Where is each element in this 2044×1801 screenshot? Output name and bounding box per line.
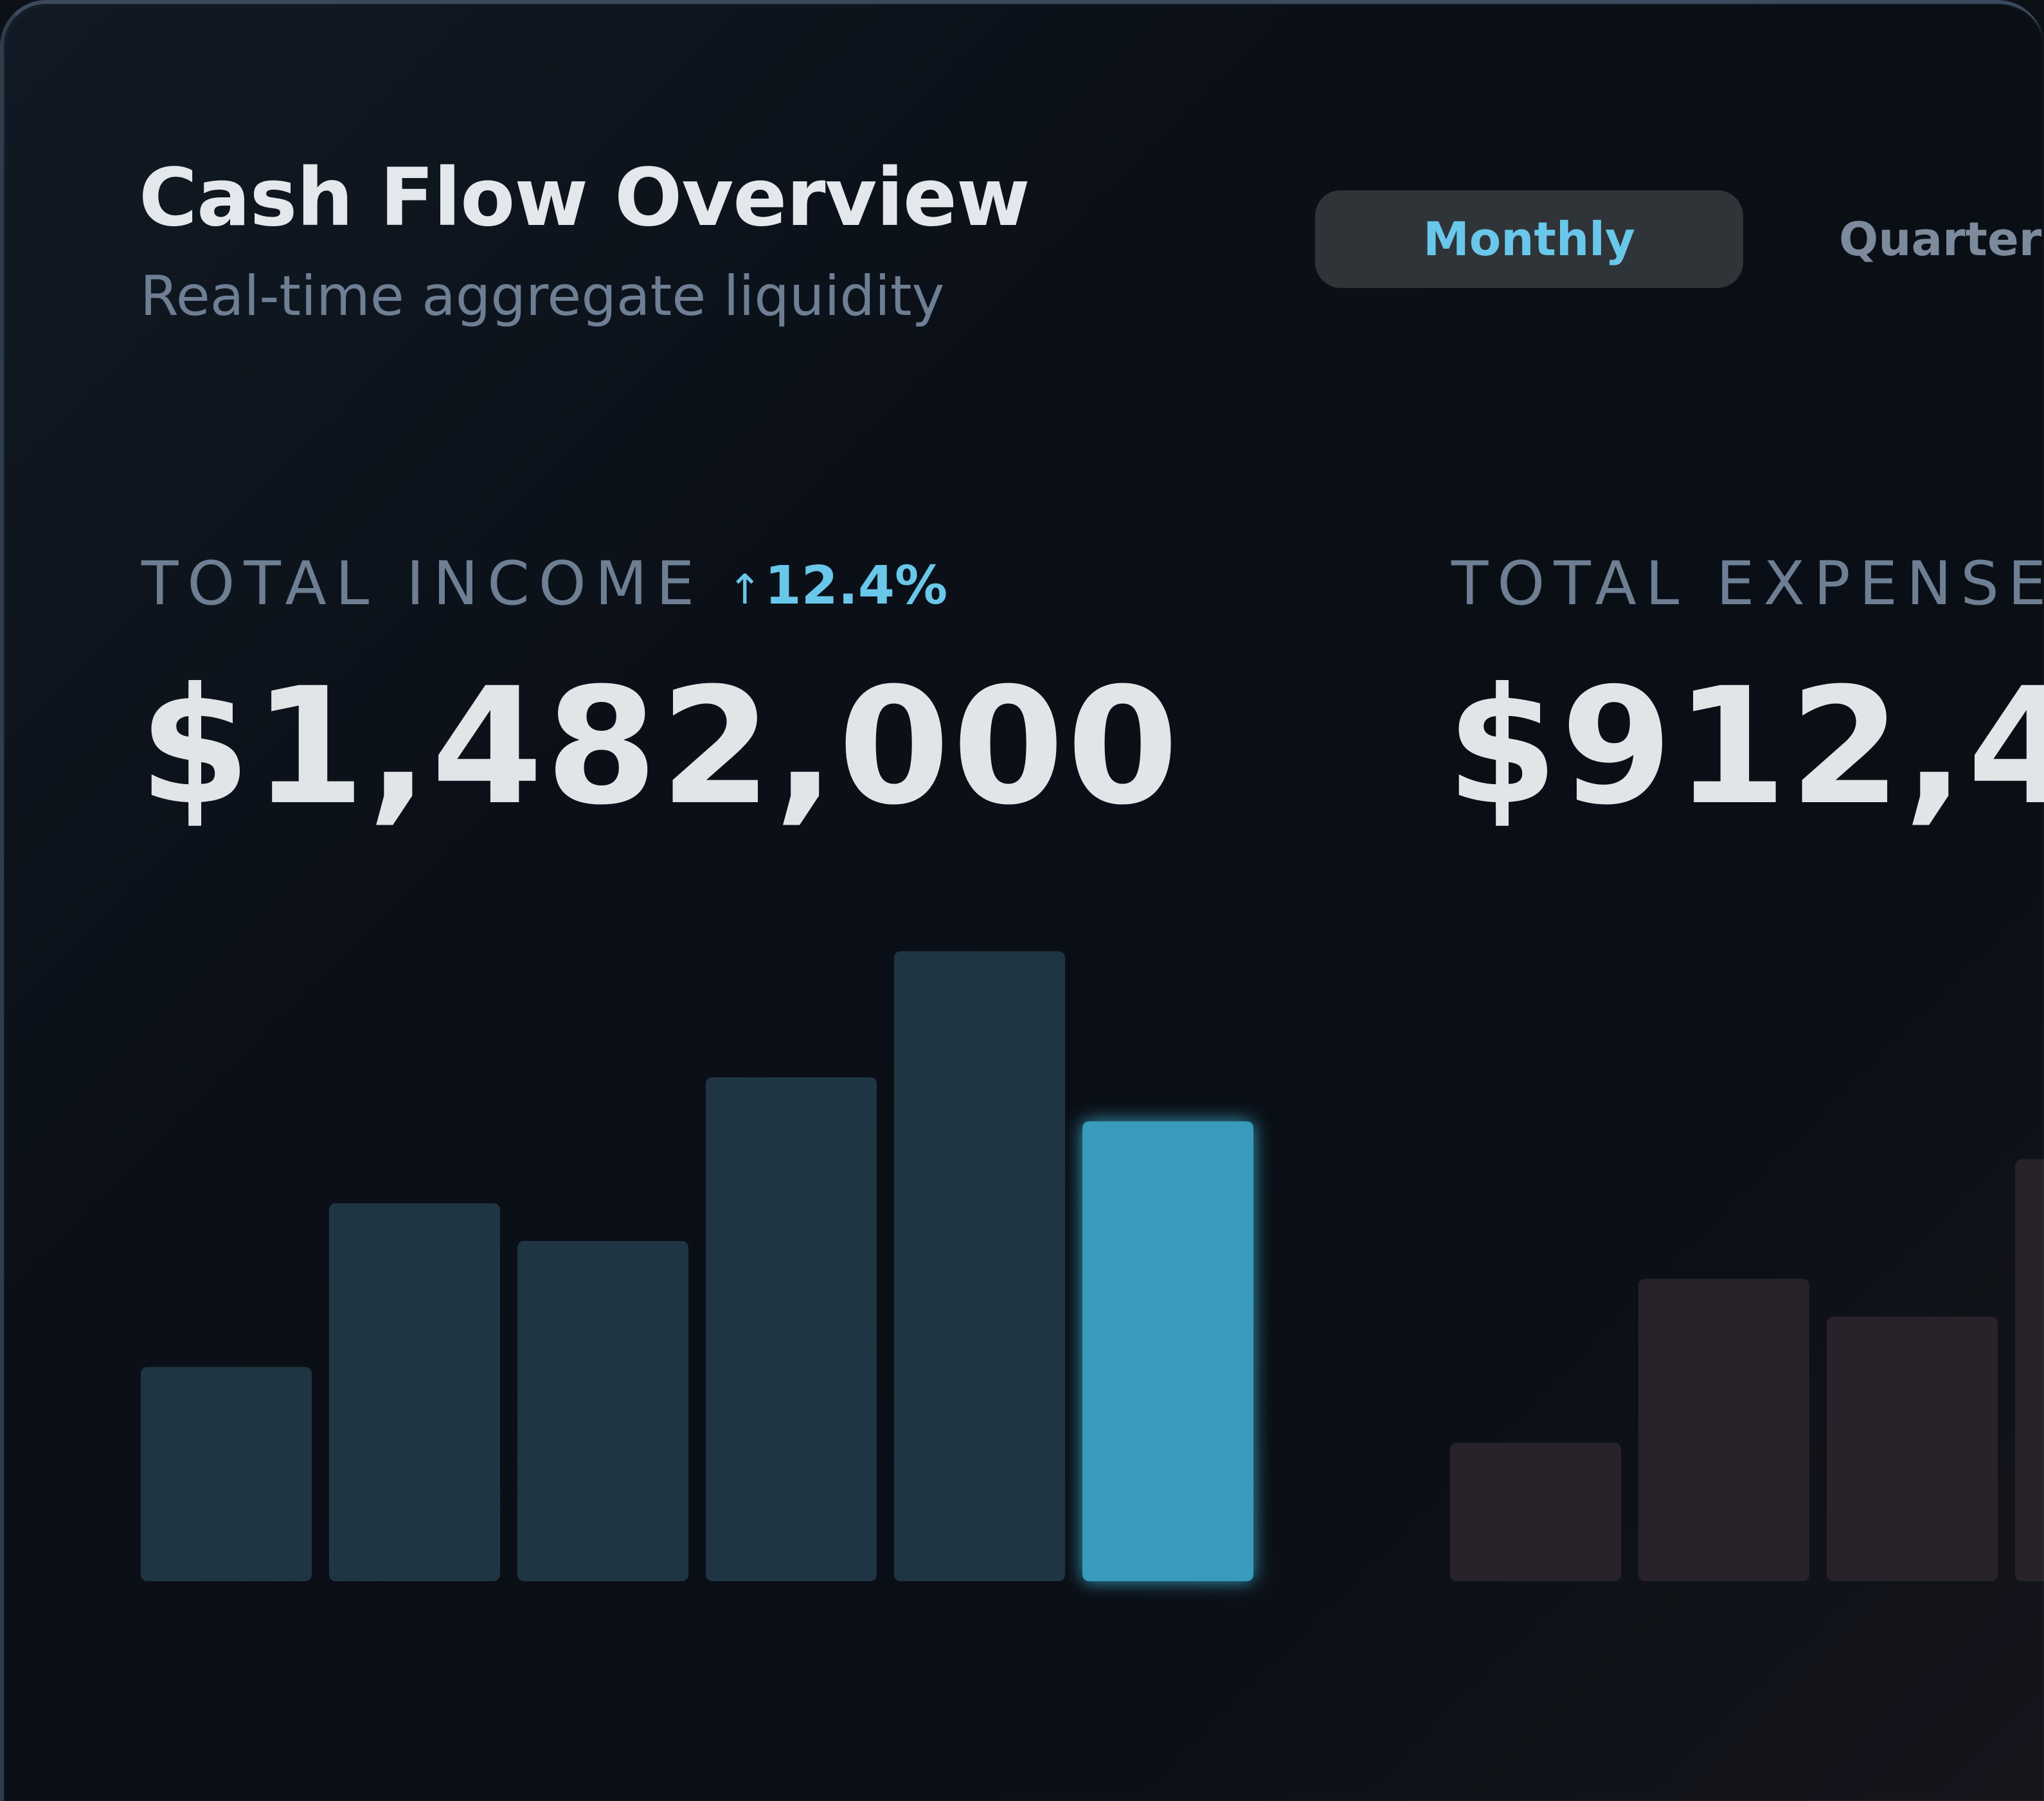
trend-up-icon: ↑ bbox=[728, 566, 762, 614]
expenses-value: $912,450 bbox=[1446, 653, 2044, 840]
income-trend-value: 12.4% bbox=[764, 555, 948, 616]
income-trend-badge: ↑ 12.4% bbox=[728, 555, 947, 616]
cash-flow-bar-charts bbox=[141, 951, 2044, 1581]
income-bar[interactable] bbox=[329, 1203, 500, 1581]
tab-monthly[interactable]: Monthly bbox=[1315, 190, 1743, 288]
income-label: TOTAL INCOME bbox=[141, 549, 704, 619]
expenses-bar[interactable] bbox=[1450, 1442, 1621, 1581]
page-subtitle: Real-time aggregate liquidity bbox=[140, 264, 945, 328]
page-title: Cash Flow Overview bbox=[139, 152, 1030, 244]
expense-bar-group bbox=[1450, 1159, 2044, 1581]
tab-quarterly[interactable]: Quarterly bbox=[1839, 212, 2044, 266]
expenses-bar[interactable] bbox=[1638, 1278, 1809, 1581]
income-bar-active[interactable] bbox=[1082, 1121, 1253, 1581]
income-value: $1,482,000 bbox=[139, 653, 1181, 840]
income-bar-group bbox=[141, 951, 1253, 1581]
expenses-bar[interactable] bbox=[1827, 1316, 1998, 1581]
income-bar[interactable] bbox=[706, 1077, 877, 1581]
expenses-bar[interactable] bbox=[2015, 1159, 2044, 1581]
income-bar[interactable] bbox=[141, 1366, 312, 1581]
expenses-label: TOTAL EXPENSES bbox=[1451, 549, 2044, 619]
income-bar[interactable] bbox=[894, 951, 1065, 1581]
income-bar[interactable] bbox=[517, 1241, 688, 1581]
